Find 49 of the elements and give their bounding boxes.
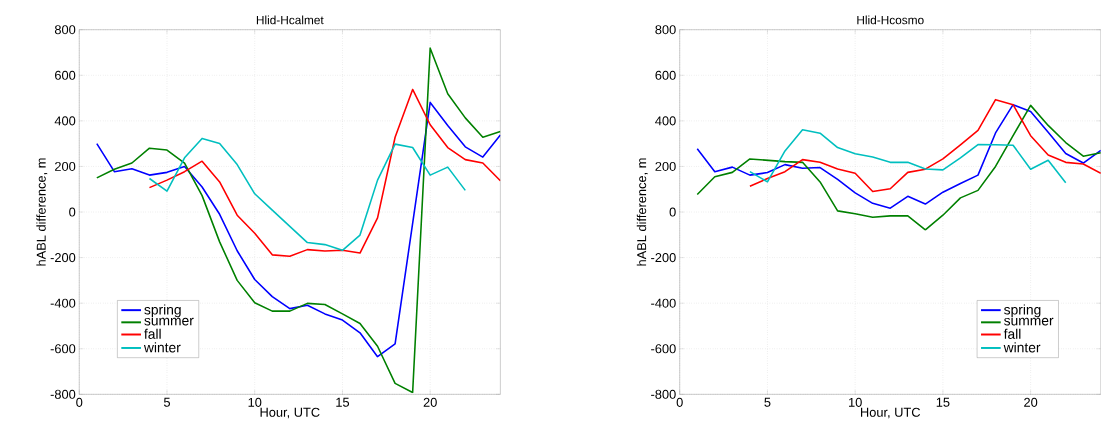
y-tick-label: 400 [54, 116, 76, 126]
x-tick-label: 15 [336, 397, 350, 407]
x-axis-title: Hour, UTC [861, 407, 921, 419]
line-series [696, 103, 1101, 209]
line-series [96, 47, 501, 394]
legend-label: fall [1003, 328, 1021, 339]
legend-label: spring [1004, 304, 1041, 318]
chart-title: Hlid-Hcalmet [256, 15, 324, 25]
legend-label: winter [143, 342, 181, 353]
line-series [148, 137, 467, 252]
y-tick-label: 200 [55, 161, 76, 172]
legend-label: summer [144, 317, 194, 326]
x-tick-label: 15 [936, 397, 950, 407]
y-tick-label: 200 [655, 161, 676, 172]
x-tick-label: 5 [163, 397, 171, 407]
x-tick-label: 20 [423, 397, 437, 407]
y-tick-label: 0 [69, 207, 76, 217]
line-series [749, 98, 1101, 193]
y-tick-label: 0 [669, 207, 676, 217]
line-series [96, 101, 501, 358]
legend-label: spring [144, 304, 181, 318]
line-series [148, 88, 501, 258]
y-tick-label: -200 [50, 253, 76, 263]
x-tick-label: 0 [676, 397, 683, 407]
x-tick-label: 10 [849, 397, 862, 407]
line-series [749, 129, 1067, 184]
legend-label: fall [144, 328, 161, 339]
y-tick-label: -400 [50, 298, 76, 308]
y-tick-label: 600 [655, 70, 676, 80]
y-tick-label: 600 [55, 70, 76, 80]
y-tick-label: 800 [54, 25, 76, 35]
x-tick-label: 10 [248, 397, 262, 407]
y-tick-label: 400 [655, 116, 676, 126]
x-tick-label: 5 [764, 397, 771, 407]
y-tick-label: -600 [50, 344, 76, 354]
y-tick-label: -800 [651, 389, 676, 399]
y-axis-title: hABL difference, m [636, 158, 648, 266]
legend-label: winter [1003, 342, 1041, 353]
x-axis-title: Hour, UTC [260, 407, 320, 419]
y-tick-label: -200 [651, 253, 676, 263]
x-tick-label: 20 [1024, 397, 1038, 407]
y-tick-label: -400 [651, 298, 676, 308]
legend-label: summer [1004, 317, 1054, 326]
y-axis-title: hABL difference, m [36, 158, 48, 266]
y-tick-label: -800 [50, 389, 76, 399]
y-tick-label: 800 [655, 25, 676, 35]
x-tick-label: 0 [76, 397, 83, 407]
y-tick-label: -600 [651, 344, 676, 354]
chart-title: Hlid-Hcosmo [857, 15, 924, 25]
